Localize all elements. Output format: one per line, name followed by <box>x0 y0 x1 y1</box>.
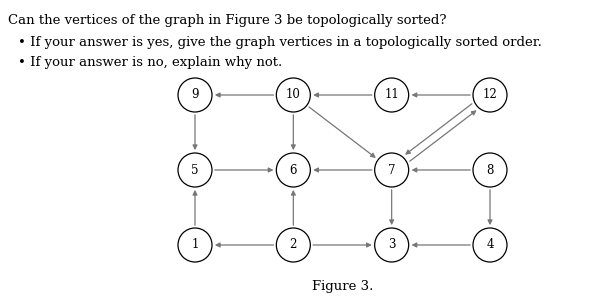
Circle shape <box>375 228 409 262</box>
Text: • If your answer is yes, give the graph vertices in a topologically sorted order: • If your answer is yes, give the graph … <box>18 36 542 49</box>
Text: 12: 12 <box>483 88 497 101</box>
Circle shape <box>375 78 409 112</box>
Text: 6: 6 <box>289 163 297 176</box>
Circle shape <box>178 153 212 187</box>
Circle shape <box>375 153 409 187</box>
Circle shape <box>276 153 310 187</box>
Circle shape <box>473 78 507 112</box>
Text: 10: 10 <box>286 88 301 101</box>
Circle shape <box>473 228 507 262</box>
Circle shape <box>276 78 310 112</box>
Text: 5: 5 <box>192 163 199 176</box>
Circle shape <box>178 228 212 262</box>
Text: 3: 3 <box>388 238 395 252</box>
Text: • If your answer is no, explain why not.: • If your answer is no, explain why not. <box>18 56 282 69</box>
Text: Can the vertices of the graph in Figure 3 be topologically sorted?: Can the vertices of the graph in Figure … <box>8 14 446 27</box>
Text: 7: 7 <box>388 163 395 176</box>
Text: Figure 3.: Figure 3. <box>312 280 373 293</box>
Text: 9: 9 <box>192 88 199 101</box>
Text: 2: 2 <box>289 238 297 252</box>
Text: 8: 8 <box>486 163 494 176</box>
Circle shape <box>276 228 310 262</box>
Circle shape <box>178 78 212 112</box>
Text: 4: 4 <box>486 238 494 252</box>
Circle shape <box>473 153 507 187</box>
Text: 11: 11 <box>384 88 399 101</box>
Text: 1: 1 <box>192 238 199 252</box>
